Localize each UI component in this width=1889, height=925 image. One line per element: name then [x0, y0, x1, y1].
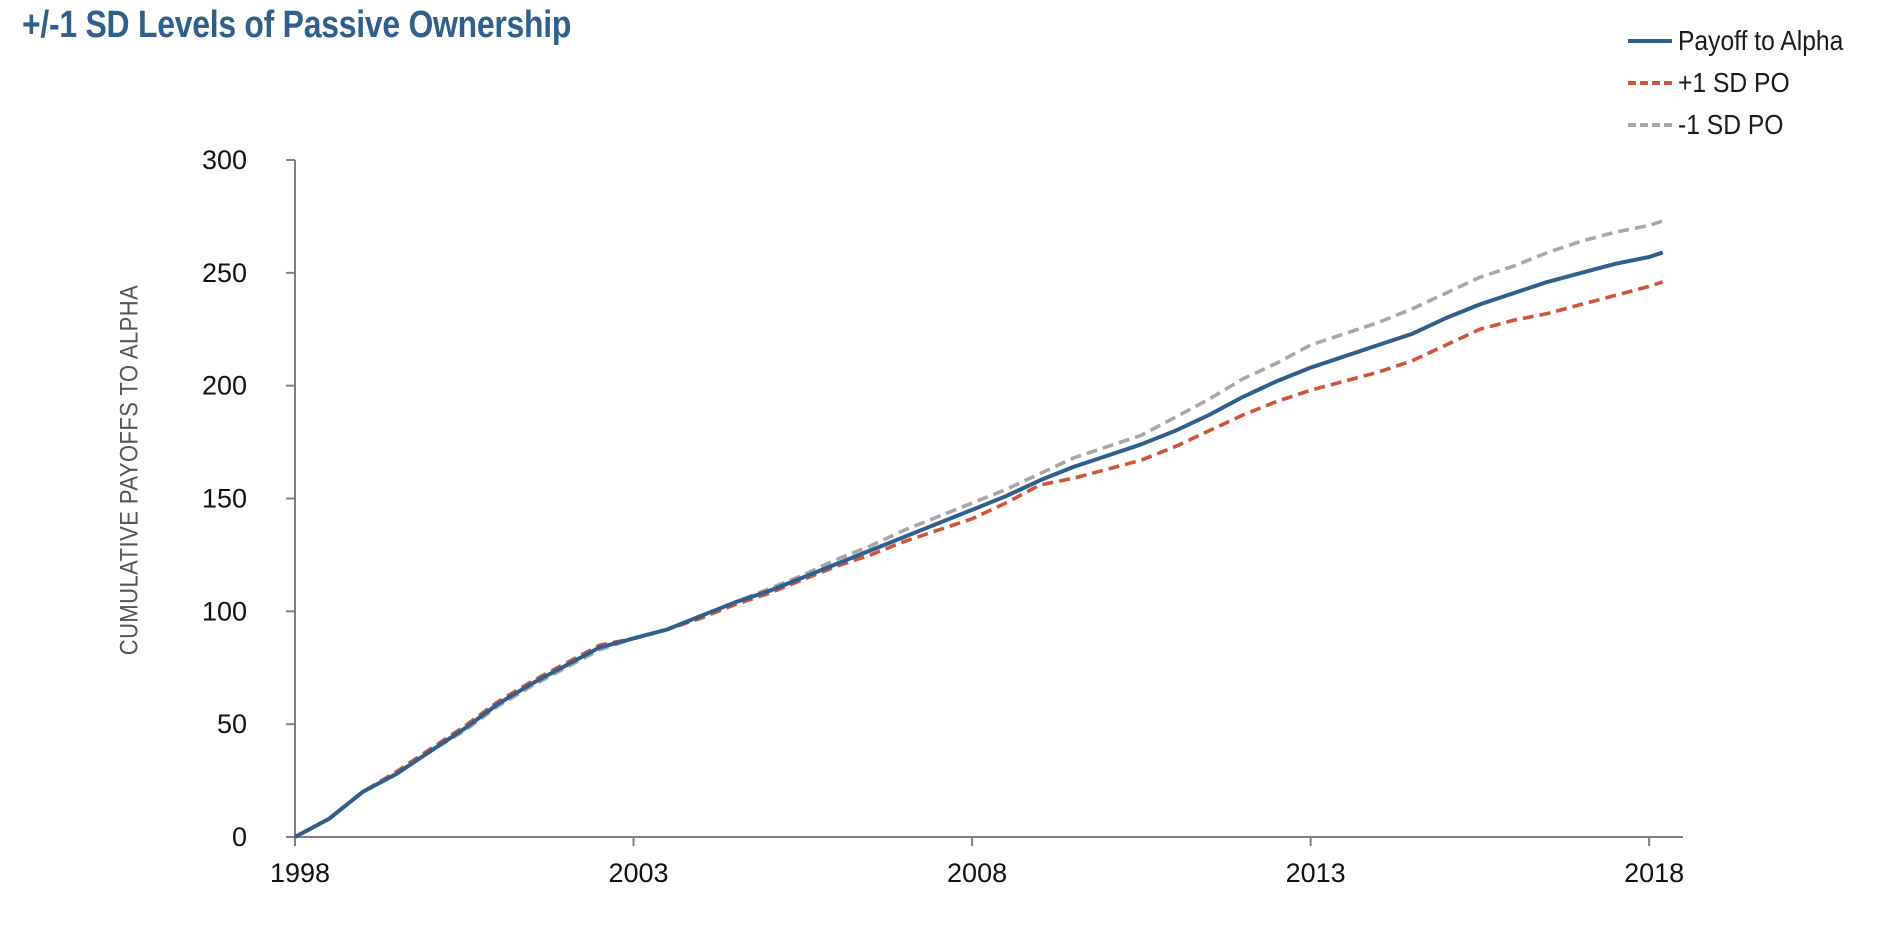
chart-title: +/-1 SD Levels of Passive Ownership	[22, 4, 572, 46]
legend-label-plus-1-sd-po: +1 SD PO	[1678, 67, 1790, 98]
legend-swatch-payoff-to-alpha	[1628, 39, 1672, 43]
x-tick-label: 2018	[1624, 858, 1684, 888]
legend-label-minus-1-sd-po: -1 SD PO	[1678, 109, 1784, 140]
series-layer	[294, 219, 1664, 839]
legend-item-minus-1-sd-po: -1 SD PO	[1628, 104, 1866, 146]
legend-label-payoff-to-alpha: Payoff to Alpha	[1678, 25, 1844, 56]
legend-swatch-plus-1-sd-po	[1628, 81, 1672, 85]
y-tick-label: 150	[202, 484, 247, 514]
legend-swatch-minus-1-sd-po	[1628, 123, 1672, 127]
series-line-payoff-to-alpha	[294, 250, 1664, 839]
y-tick-label: 300	[202, 145, 247, 175]
legend-item-payoff-to-alpha: Payoff to Alpha	[1628, 20, 1866, 62]
series-line-plusminus-1-sd-po	[294, 280, 1664, 839]
legend: Payoff to Alpha +1 SD PO -1 SD PO	[1628, 20, 1866, 146]
x-tick-label: 2008	[947, 858, 1007, 888]
tick-layer: 0 50 100 150 200 250 300 1998 2003 2008 2013 2018	[202, 145, 1684, 888]
y-tick-label: 250	[202, 258, 247, 288]
y-tick-label: 0	[232, 822, 247, 852]
legend-item-plus-1-sd-po: +1 SD PO	[1628, 62, 1866, 104]
axes	[286, 159, 1683, 846]
x-tick-label: 2013	[1286, 858, 1346, 888]
y-tick-label: 100	[202, 596, 247, 626]
y-tick-label: 200	[202, 371, 247, 401]
x-tick-label: 1998	[270, 858, 330, 888]
x-tick-label: 2003	[608, 858, 668, 888]
y-tick-label: 50	[217, 709, 247, 739]
